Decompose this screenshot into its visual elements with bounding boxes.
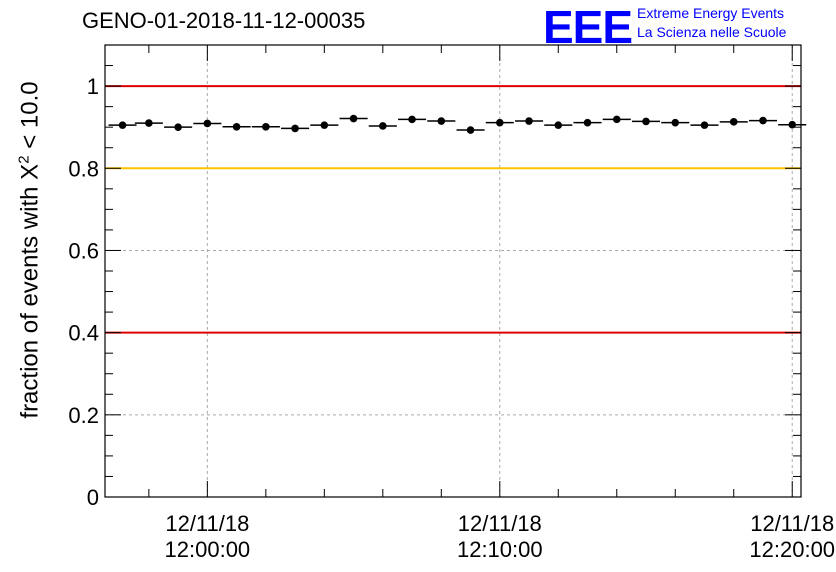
x-tick-time-label: 12:00:00	[165, 537, 251, 562]
data-point	[437, 117, 446, 125]
data-point	[320, 121, 329, 129]
data-point	[174, 123, 182, 131]
data-point	[612, 115, 621, 124]
y-tick-label: 0.2	[68, 403, 99, 428]
data-point	[642, 117, 650, 126]
logo-line-1: Extreme Energy Events	[637, 5, 785, 21]
logo-line-2: La Scienza nelle Scuole	[637, 24, 787, 40]
data-point	[203, 119, 212, 128]
data-point	[729, 118, 738, 126]
data-point	[495, 118, 504, 127]
eee-logo: EEE	[543, 1, 633, 53]
y-tick-label: 0	[87, 485, 99, 510]
data-point	[525, 117, 533, 125]
data-point	[700, 121, 709, 129]
x-tick-time-label: 12:10:00	[457, 537, 543, 562]
y-tick-label: 0.8	[68, 156, 99, 181]
x-tick-date-label: 12/11/18	[750, 511, 834, 536]
data-point	[118, 121, 127, 129]
plot-frame	[104, 44, 802, 498]
y-tick-label: 1	[87, 74, 99, 99]
data-point	[232, 122, 241, 131]
data-point	[145, 119, 153, 127]
data-point	[671, 118, 680, 127]
data-point	[262, 122, 270, 131]
data-point	[349, 114, 358, 123]
data-point	[379, 122, 387, 130]
data-point	[583, 118, 592, 127]
x-tick-date-label: 12/11/18	[458, 511, 542, 536]
data-point	[788, 120, 797, 129]
data-point	[759, 116, 767, 125]
x-tick-time-label: 12:20:00	[749, 537, 835, 562]
data-point	[466, 126, 475, 134]
chart-title: GENO-01-2018-11-12-00035	[82, 8, 366, 33]
data-point	[554, 121, 563, 129]
y-tick-label: 0.4	[68, 321, 99, 346]
y-tick-label: 0.6	[68, 238, 99, 263]
x-tick-date-label: 12/11/18	[165, 511, 249, 536]
data-point	[408, 115, 416, 124]
data-point	[291, 124, 299, 133]
